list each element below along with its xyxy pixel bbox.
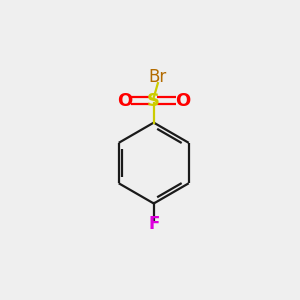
- Text: F: F: [148, 215, 159, 233]
- Text: S: S: [147, 92, 160, 110]
- Text: O: O: [117, 92, 132, 110]
- Text: O: O: [176, 92, 191, 110]
- Text: Br: Br: [149, 68, 167, 86]
